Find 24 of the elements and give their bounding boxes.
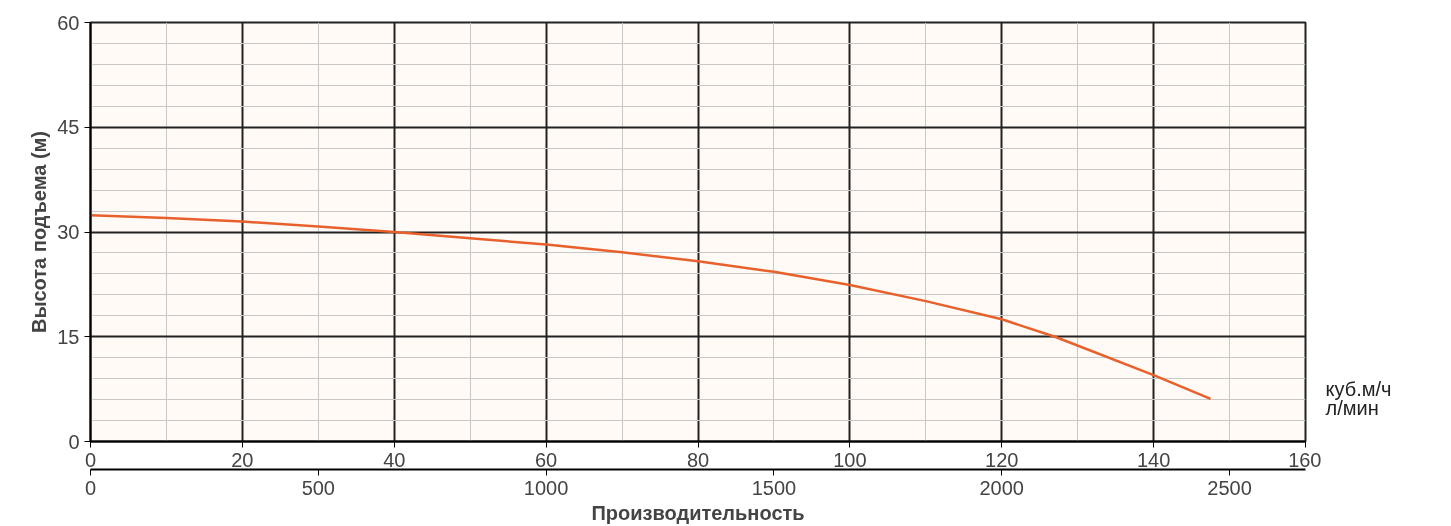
y-axis-title: Высота подъема (м)	[28, 130, 51, 334]
x2-tick-label: 500	[301, 476, 335, 499]
x2-tick-label: 1000	[523, 476, 569, 499]
x-tick-label: 60	[535, 448, 558, 471]
line-series	[90, 213, 1212, 401]
x-tick-label: 0	[84, 448, 97, 471]
y-tick-label: 45	[57, 116, 80, 139]
x2-axis-title: Производительность	[591, 501, 805, 524]
x-tick-label: 100	[833, 448, 867, 471]
x-tick-label: 80	[686, 448, 710, 471]
x-tick-label: 20	[231, 448, 254, 471]
x-tick-label: 40	[383, 448, 406, 471]
x-tick-label: 160	[1288, 448, 1322, 471]
y-tick-label: 60	[57, 11, 80, 34]
x2-tick-label: 0	[84, 476, 97, 499]
y-tick-label: 15	[57, 325, 80, 348]
text: куб.м/ч	[1325, 377, 1392, 400]
x2-tick-label: 2500	[1207, 476, 1252, 499]
x-tick-label: 120	[985, 448, 1019, 471]
y-tick-label: 0	[68, 430, 80, 453]
y-tick-label: 30	[57, 221, 80, 243]
x-tick-label: 140	[1136, 448, 1171, 471]
x2-tick-label: 2000	[979, 476, 1024, 499]
x2-tick-label: 1500	[751, 476, 797, 499]
